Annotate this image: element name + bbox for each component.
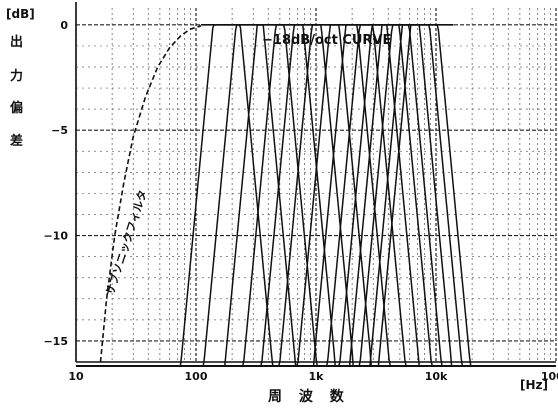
y-tick-label: 0 bbox=[60, 19, 68, 32]
x-tick-label: 1k bbox=[309, 370, 325, 383]
x-tick-label: 100 bbox=[185, 370, 208, 383]
grid bbox=[75, 8, 557, 363]
x-axis-label: 周 波 数 bbox=[268, 388, 350, 405]
y-tick-label: −15 bbox=[43, 335, 68, 348]
y-unit-label: [dB] bbox=[6, 7, 35, 21]
y-axis-label-char: 出 bbox=[10, 34, 23, 50]
subsonic-filter-curve bbox=[99, 25, 202, 363]
band-curve bbox=[76, 24, 556, 367]
x-tick-label: 100k bbox=[541, 370, 558, 383]
x-tick-label: 10k bbox=[425, 370, 448, 383]
x-tick-label: 10 bbox=[68, 370, 84, 383]
chart-title: −18dB/oct CURVE bbox=[262, 33, 391, 48]
y-axis-label-char: 差 bbox=[10, 133, 23, 149]
y-tick-label: −10 bbox=[43, 230, 68, 243]
series bbox=[76, 24, 556, 367]
x-unit-label: [Hz] bbox=[520, 378, 548, 392]
subsonic-filter-label: サブソニックフィルタ bbox=[103, 188, 150, 297]
y-axis-label-char: 偏 bbox=[10, 100, 23, 116]
y-axis-label-char: 力 bbox=[10, 68, 23, 84]
y-tick-label: −5 bbox=[51, 124, 68, 137]
